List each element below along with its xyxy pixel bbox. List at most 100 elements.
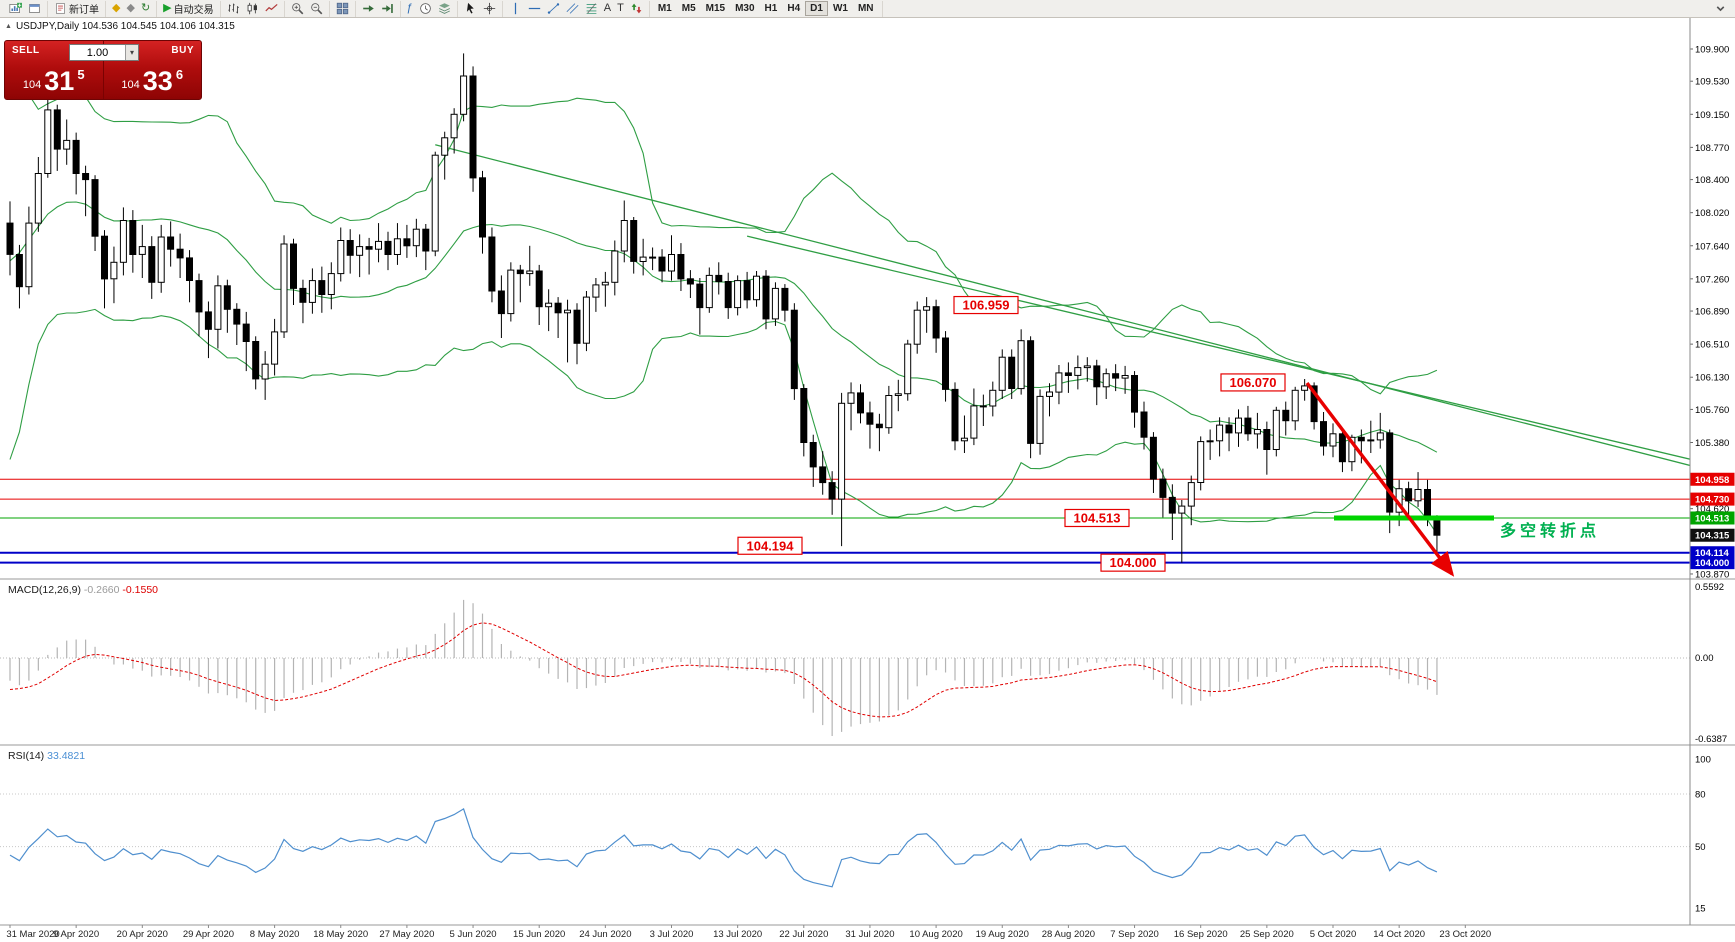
candles-layer [6, 53, 1441, 563]
tf-h4-button[interactable]: H4 [782, 1, 805, 16]
autotrading-button[interactable]: ▶ 自动交易 [160, 1, 216, 16]
bollinger-upper-band [9, 61, 1438, 395]
candle-body [1282, 409, 1290, 422]
price-callout-104.000[interactable]: 104.000 [1100, 553, 1166, 572]
autotrading-label: 自动交易 [173, 5, 214, 16]
price-tick-label: 107.640 [1695, 241, 1729, 252]
toolbar-overflow-button[interactable] [1711, 1, 1730, 16]
price-marker-label: 104.730 [1695, 495, 1729, 506]
auto-scroll-button[interactable] [359, 1, 378, 16]
zoom-out-button[interactable] [307, 1, 326, 16]
chart-bars-button[interactable] [224, 1, 243, 16]
candle-body [15, 254, 23, 288]
price-callout-106.070[interactable]: 106.070 [1220, 373, 1286, 392]
price-marker-label: 104.513 [1695, 513, 1729, 524]
crosshair-button[interactable] [480, 1, 499, 16]
tf-h1-button[interactable]: H1 [760, 1, 783, 16]
periods-button[interactable] [416, 1, 435, 16]
candle-body [1348, 436, 1356, 463]
zoom-in-button[interactable] [288, 1, 307, 16]
text-button[interactable]: A [601, 1, 614, 16]
price-tick-label: 108.770 [1695, 143, 1729, 154]
candle-body [25, 222, 33, 288]
new-chart-button[interactable] [6, 1, 25, 16]
price-tick-label: 106.510 [1695, 340, 1729, 351]
candle-body [167, 236, 175, 250]
crosshair-icon [483, 2, 496, 15]
candle-body [176, 248, 184, 259]
tf-m30-button[interactable]: M30 [730, 1, 759, 16]
price-callout-106.959[interactable]: 106.959 [953, 295, 1019, 315]
profiles-button[interactable] [25, 1, 44, 16]
price-marker-label: 104.000 [1695, 558, 1729, 569]
candle-body [611, 250, 619, 283]
candle-body [998, 356, 1006, 391]
down-arrow[interactable] [1305, 381, 1455, 577]
equidistant-channel-button[interactable] [563, 1, 582, 16]
candle-body [1159, 478, 1167, 498]
candle-body [110, 261, 118, 280]
candle-body [82, 173, 90, 181]
buy-price-big-figure: 104 [121, 79, 140, 91]
price-callout-104.513[interactable]: 104.513 [1064, 508, 1130, 528]
cursor-button[interactable] [461, 1, 480, 16]
tile-windows-icon [336, 2, 349, 15]
fibonacci-button[interactable] [582, 1, 601, 16]
indicators-button[interactable]: ƒ [404, 1, 416, 16]
chart-candles-button[interactable] [243, 1, 262, 16]
price-marker-label: 104.114 [1695, 548, 1730, 559]
candle-body [1424, 489, 1431, 517]
candle-body [762, 275, 770, 320]
annotation-text[interactable]: 多空转折点 [1500, 521, 1600, 540]
chart-shift-button[interactable] [378, 1, 397, 16]
templates-button[interactable] [435, 1, 454, 16]
tile-windows-button[interactable] [333, 1, 352, 16]
alerts-button[interactable]: ◆ [109, 1, 123, 16]
price-marker-label: 104.958 [1695, 475, 1729, 486]
date-label: 19 Aug 2020 [976, 929, 1029, 940]
price-tick-label: 103.870 [1695, 569, 1729, 580]
arrows-button[interactable] [627, 1, 646, 16]
volume-input[interactable] [70, 45, 125, 60]
candle-body [1149, 436, 1157, 480]
tf-mn-button[interactable]: MN [853, 1, 879, 16]
candle-body [1008, 356, 1016, 390]
chart-line-icon [265, 2, 278, 15]
group-scroll [356, 0, 401, 17]
volume-dropdown-button[interactable]: ▾ [125, 45, 138, 60]
tf-m15-button[interactable]: M15 [701, 1, 730, 16]
vertical-line-button[interactable] [506, 1, 525, 16]
chart-shift-icon [381, 2, 394, 15]
horizontal-line-button[interactable] [525, 1, 544, 16]
refresh-button[interactable]: ↻ [138, 1, 153, 16]
candle-body [1320, 421, 1327, 447]
price-scale[interactable]: 109.900 109.530 109.150 108.770 108.400 108.0… [1690, 18, 1735, 925]
candle-body [242, 323, 250, 343]
trendline-button[interactable] [544, 1, 563, 16]
trendline-2[interactable] [746, 235, 1730, 468]
price-callout-104.194[interactable]: 104.194 [737, 536, 803, 555]
tf-d1-button[interactable]: D1 [805, 1, 828, 16]
chart-line-button[interactable] [262, 1, 281, 16]
date-label: 3 Jul 2020 [650, 929, 694, 940]
group-cursor [458, 0, 503, 17]
mailbox-button[interactable]: ◆ [123, 1, 137, 16]
candle-body [686, 278, 694, 285]
tf-w1-button[interactable]: W1 [828, 1, 853, 16]
new-order-button[interactable]: 新订单 [51, 1, 102, 16]
candle-body [507, 269, 515, 315]
candle-body [223, 285, 231, 310]
date-label: 13 Jul 2020 [713, 929, 762, 940]
collapse-one-click-icon[interactable]: ▲ [5, 23, 12, 30]
candle-body [290, 243, 297, 289]
text-label-button[interactable]: T [614, 1, 627, 16]
periods-icon [419, 2, 432, 15]
tf-m1-button[interactable]: M1 [653, 1, 677, 16]
trendline-1[interactable] [435, 144, 1730, 476]
candle-body [1102, 373, 1110, 388]
mailbox-icon: ◆ [126, 2, 135, 14]
tf-m5-button[interactable]: M5 [677, 1, 701, 16]
